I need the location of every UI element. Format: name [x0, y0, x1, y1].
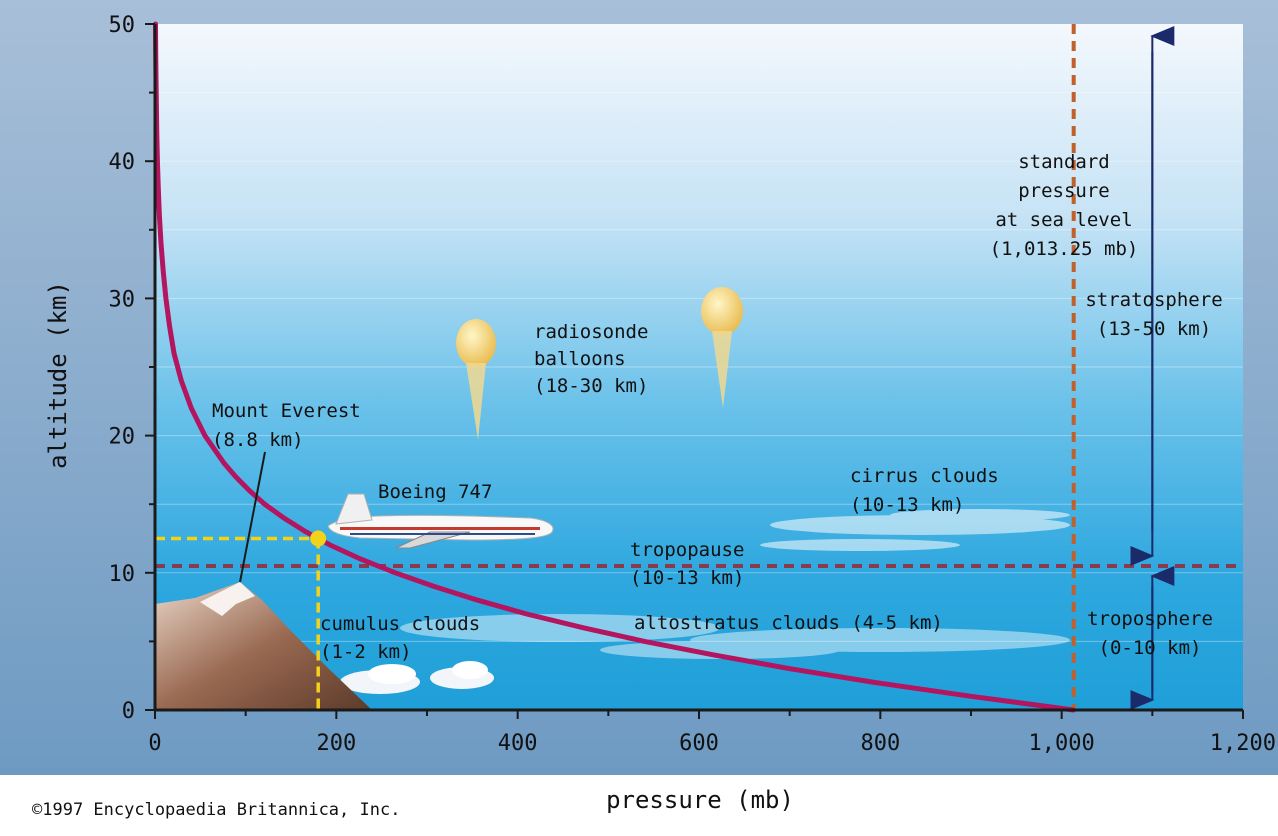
stratosphere-label-line-1: stratosphere	[1085, 289, 1222, 311]
radiosonde-label-line-2: balloons	[534, 348, 626, 370]
tropopause-label-line-2: (10-13 km)	[630, 567, 744, 589]
x-tick-label: 1,000	[1029, 731, 1095, 756]
y-axis-title: altitude (km)	[44, 281, 72, 469]
everest-label-line-1: Mount Everest	[212, 400, 361, 422]
copyright-notice: ©1997 Encyclopaedia Britannica, Inc.	[32, 800, 400, 820]
cumulus-label-line-1: cumulus clouds	[320, 613, 480, 635]
cirrus-label-line-1: cirrus clouds	[850, 465, 999, 487]
standard-pressure-label-line-3: at sea level	[995, 209, 1132, 231]
boeing-label: Boeing 747	[378, 481, 492, 503]
x-axis-title: pressure (mb)	[606, 786, 794, 814]
y-tick-label: 0	[122, 699, 135, 724]
altostratus-label: altostratus clouds (4-5 km)	[634, 612, 943, 634]
troposphere-label-line-2: (0-10 km)	[1099, 637, 1202, 659]
x-tick-label: 600	[679, 731, 719, 756]
y-tick-label: 20	[109, 425, 136, 450]
y-tick-label: 40	[109, 150, 136, 175]
x-tick-label: 200	[316, 731, 356, 756]
troposphere-label-line-1: troposphere	[1087, 608, 1213, 630]
tropopause-label-line-1: tropopause	[630, 539, 744, 561]
cirrus-label-line-2: (10-13 km)	[850, 494, 964, 516]
everest-label-line-2: (8.8 km)	[212, 429, 304, 451]
y-tick-label: 50	[109, 13, 136, 38]
stratosphere-label-line-2: (13-50 km)	[1097, 318, 1211, 340]
radiosonde-label-line-3: (18-30 km)	[534, 375, 648, 397]
x-tick-label: 1,200	[1210, 731, 1276, 756]
marker-point	[310, 531, 326, 547]
x-tick-label: 800	[860, 731, 900, 756]
standard-pressure-label-line-4: (1,013.25 mb)	[990, 238, 1139, 260]
y-tick-label: 10	[109, 562, 136, 587]
x-tick-label: 0	[148, 731, 161, 756]
standard-pressure-label-line-2: pressure	[1018, 180, 1110, 202]
standard-pressure-label-line-1: standard	[1018, 151, 1110, 173]
y-tick-label: 30	[109, 287, 136, 312]
radiosonde-label-line-1: radiosonde	[534, 321, 648, 343]
x-tick-label: 400	[498, 731, 538, 756]
cumulus-label-line-2: (1-2 km)	[320, 641, 412, 663]
